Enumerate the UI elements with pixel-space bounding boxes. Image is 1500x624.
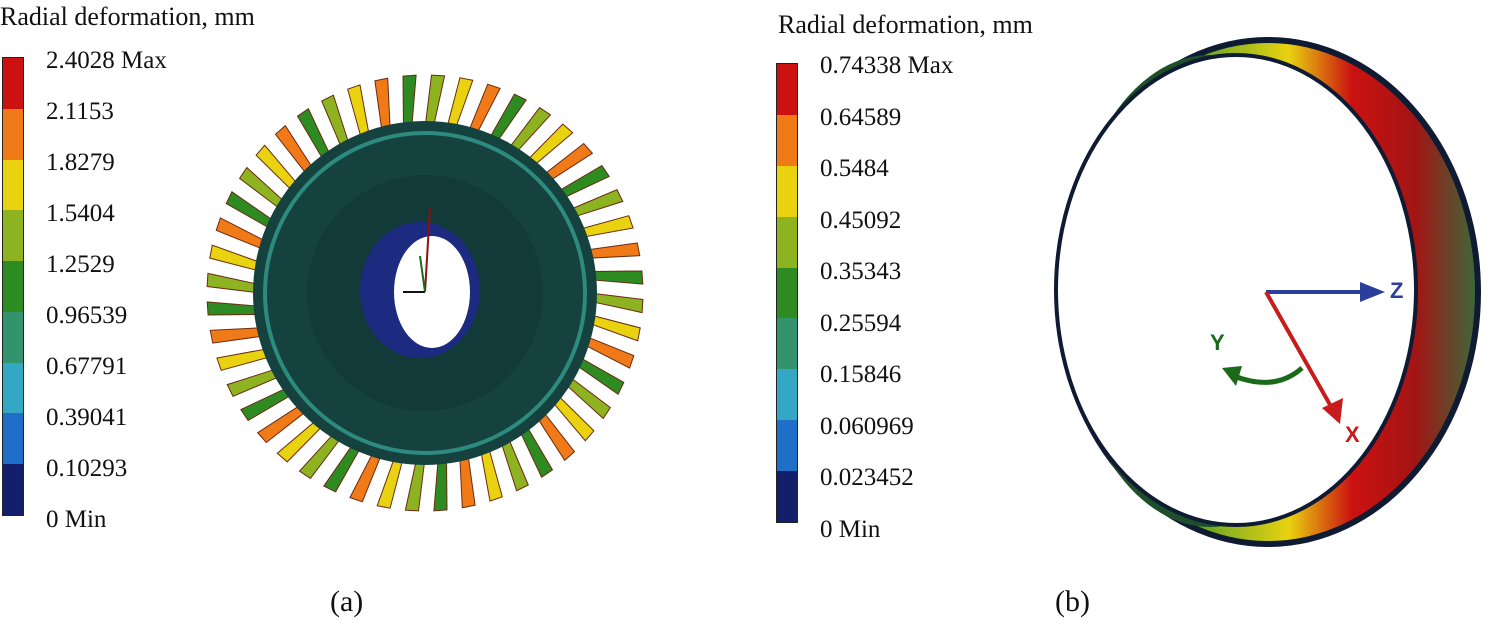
legend-label: 0.45092 bbox=[820, 206, 902, 234]
color-bar-segment bbox=[777, 114, 797, 166]
legend-label: 0.023452 bbox=[820, 464, 914, 491]
color-bar-segment bbox=[777, 369, 797, 421]
y-axis-arrow bbox=[1233, 366, 1304, 385]
legend-label: 1.2529 bbox=[46, 251, 115, 278]
panel-b-title: Radial deformation, mm bbox=[778, 10, 1033, 39]
panel-a-color-bar bbox=[2, 57, 24, 516]
y-axis-label: Y bbox=[1210, 330, 1225, 355]
color-bar-segment bbox=[777, 471, 797, 523]
disk-blades bbox=[206, 74, 644, 512]
legend-label: 1.5404 bbox=[46, 200, 115, 227]
panel-a-title: Radial deformation, mm bbox=[0, 2, 255, 31]
color-bar-segment bbox=[777, 216, 797, 268]
legend-label: 0.10293 bbox=[46, 455, 128, 482]
legend-label: 0.35343 bbox=[820, 258, 902, 285]
color-bar-segment bbox=[3, 108, 23, 160]
legend-label: 0.25594 bbox=[820, 309, 902, 337]
color-bar-segment bbox=[777, 318, 797, 370]
color-bar-segment bbox=[3, 261, 23, 312]
color-bar-segment bbox=[3, 159, 23, 211]
panel-b-color-bar bbox=[776, 63, 798, 523]
panel-b-caption: (b) bbox=[1055, 585, 1090, 618]
legend-label: 0 Min bbox=[820, 515, 881, 543]
legend-label: 2.1153 bbox=[46, 98, 114, 125]
color-bar-segment bbox=[3, 413, 23, 465]
color-bar-segment bbox=[777, 165, 797, 217]
color-bar-segment bbox=[777, 267, 797, 319]
legend-label: 0.96539 bbox=[46, 302, 128, 329]
color-bar-segment bbox=[3, 58, 23, 109]
legend-label: 2.4028 Max bbox=[46, 47, 167, 74]
panel-a-caption: (a) bbox=[330, 585, 364, 618]
legend-label: 0.39041 bbox=[46, 404, 128, 431]
legend-label: 0.060969 bbox=[820, 412, 914, 440]
legend-label: 0.74338 Max bbox=[820, 52, 954, 79]
color-bar-segment bbox=[3, 210, 23, 262]
color-bar-segment bbox=[777, 64, 797, 115]
color-bar-segment bbox=[3, 362, 23, 414]
legend-label: 1.8279 bbox=[46, 149, 115, 176]
x-axis-label: X bbox=[1345, 422, 1360, 447]
panel-b-axis-triad: Z Y X bbox=[1210, 278, 1403, 447]
color-bar-segment bbox=[777, 420, 797, 472]
disk-bore bbox=[394, 236, 470, 348]
z-axis-label: Z bbox=[1390, 278, 1403, 303]
color-bar-segment bbox=[3, 464, 23, 516]
legend-label: 0.5484 bbox=[820, 155, 889, 182]
x-axis-arrow bbox=[1264, 291, 1335, 411]
color-bar-segment bbox=[3, 311, 23, 363]
legend-label: 0 Min bbox=[46, 506, 107, 533]
disk-rim-highlight bbox=[263, 131, 587, 455]
legend-label: 0.64589 bbox=[820, 103, 902, 131]
legend-label: 0.15846 bbox=[820, 361, 902, 388]
legend-label: 0.67791 bbox=[46, 353, 128, 380]
panel-a-axis-triad bbox=[403, 207, 431, 293]
